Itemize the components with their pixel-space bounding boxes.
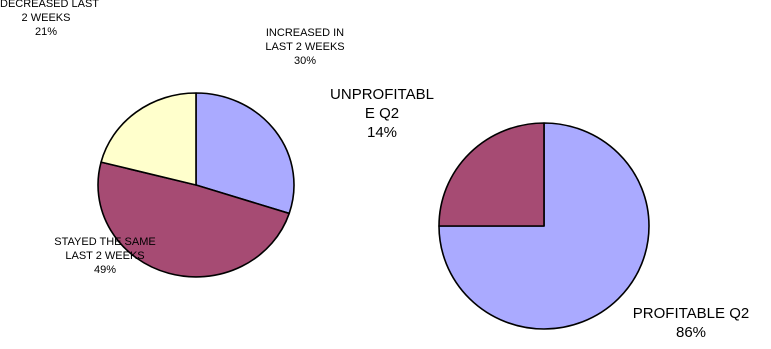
pie2-slice-unprofitable (438, 122, 545, 227)
pie1-label-stayed: STAYED THE SAME LAST 2 WEEKS 49% (54, 236, 156, 276)
pie1-slice-increased (195, 92, 295, 215)
pie2-slice-profitable (438, 122, 650, 330)
pie2-label-unprofitable: UNPROFITABL E Q2 14% (330, 86, 434, 141)
pie1-label-decreased: DECREASED LAST 2 WEEKS 21% (0, 0, 100, 38)
pie2-label-profitable: PROFITABLE Q2 86% (632, 305, 750, 341)
pie1-slice-decreased (100, 92, 197, 186)
pie1-slice-stayed (97, 161, 290, 278)
pie1-label-increased: INCREASED IN LAST 2 WEEKS 30% (265, 27, 345, 67)
